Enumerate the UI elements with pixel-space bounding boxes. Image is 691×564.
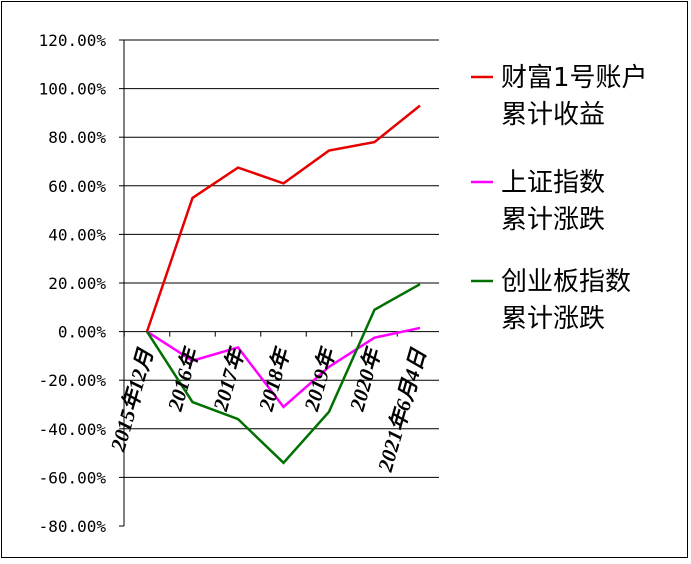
y-tick-label: 0.00% [58,323,107,342]
x-tick-labels: 2015年12月 2016年 2017年 2018年 2019年 2020年2021年6月… [106,343,432,475]
x-tick-label: 2015年12月 [106,345,159,454]
y-tick-label: -60.00% [39,468,107,487]
legend-label: 财富1号账户 [501,63,648,93]
y-tick-label: 80.00% [48,128,106,147]
y-tick-label: 20.00% [48,274,106,293]
series-line-0 [145,104,421,333]
legend-label: 累计涨跌 [501,205,605,235]
legend-label: 创业板指数 [501,267,631,297]
y-tick-label: -20.00% [39,371,107,390]
series-line-1 [146,326,421,409]
y-tick-label: 100.00% [39,80,107,99]
x-tick-label: 2019年 [299,343,341,414]
legend-label: 累计收益 [501,100,605,130]
y-tick-label: 120.00% [39,31,107,50]
series-lines [145,104,421,465]
legend-label: 上证指数 [501,168,605,198]
y-tick-label: 60.00% [48,177,106,196]
gridlines [124,39,439,478]
series-line-2 [145,283,421,465]
axes [119,39,439,527]
x-tick-label: 2018年 [254,343,296,414]
y-tick-labels: 120.00% 100.00% 80.00% 60.00% 40.00% 20.00% 0.… [39,31,107,536]
legend-label: 累计涨跌 [501,304,605,334]
y-tick-label: -40.00% [39,420,107,439]
y-tick-label: 40.00% [48,225,106,244]
y-tick-label: -80.00% [39,517,107,536]
